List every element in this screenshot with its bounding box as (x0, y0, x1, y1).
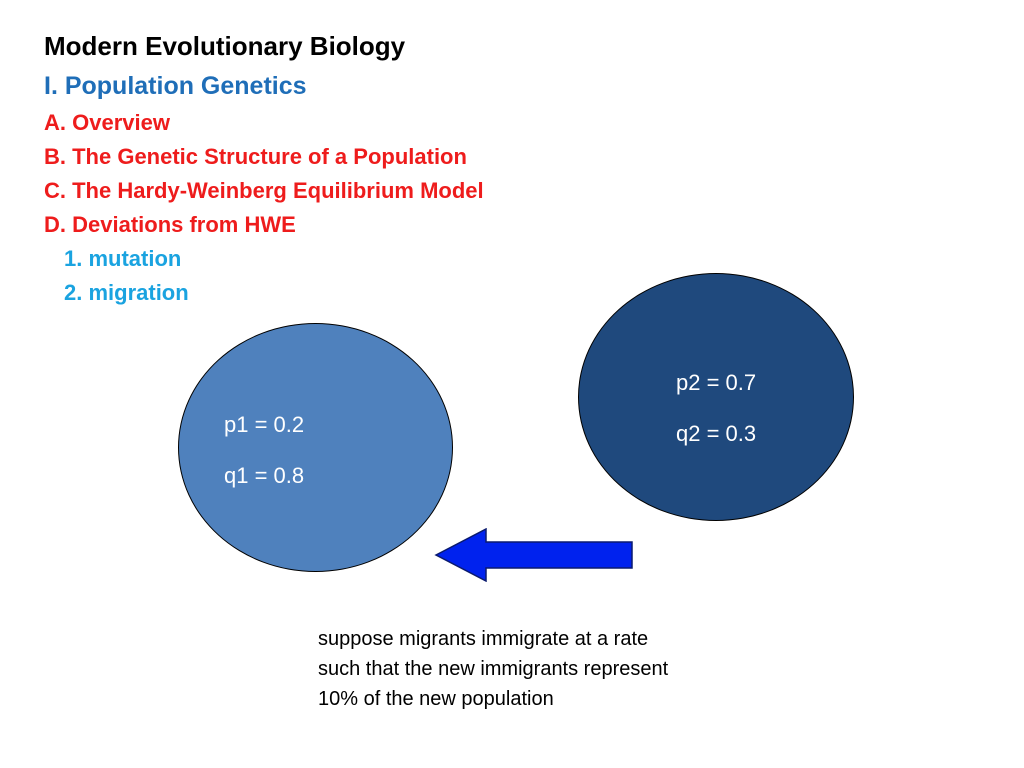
note-line-1: suppose migrants immigrate at a rate (318, 628, 649, 650)
population-2-circle: p2 = 0.7 q2 = 0.3 (578, 273, 854, 521)
section-heading: I. Population Genetics (44, 72, 307, 100)
slide-title: Modern Evolutionary Biology (44, 31, 406, 61)
subsection-genetic-structure: B. The Genetic Structure of a Population (44, 144, 467, 169)
migration-note: suppose migrants immigrate at a rate suc… (318, 624, 668, 714)
point-mutation: 1. mutation (64, 246, 182, 271)
subsection-overview: A. Overview (44, 110, 170, 135)
population-2-q: q2 = 0.3 (676, 421, 757, 446)
population-2-p: p2 = 0.7 (676, 370, 757, 395)
subsection-deviations: D. Deviations from HWE (44, 212, 296, 237)
population-1-q: q1 = 0.8 (224, 463, 305, 488)
population-2-frequencies: p2 = 0.7 q2 = 0.3 (676, 370, 756, 472)
population-1-frequencies: p1 = 0.2 q1 = 0.8 (224, 412, 304, 514)
population-1-p: p1 = 0.2 (224, 412, 305, 437)
note-line-3: 10% of the new population (318, 688, 554, 710)
point-migration: 2. migration (64, 280, 189, 305)
population-1-circle: p1 = 0.2 q1 = 0.8 (178, 323, 453, 572)
slide-outline: Modern Evolutionary Biology I. Populatio… (44, 26, 484, 310)
left-arrow-icon (434, 528, 633, 582)
note-line-2: such that the new immigrants represent (318, 658, 669, 680)
subsection-hardy-weinberg: C. The Hardy-Weinberg Equilibrium Model (44, 178, 484, 203)
